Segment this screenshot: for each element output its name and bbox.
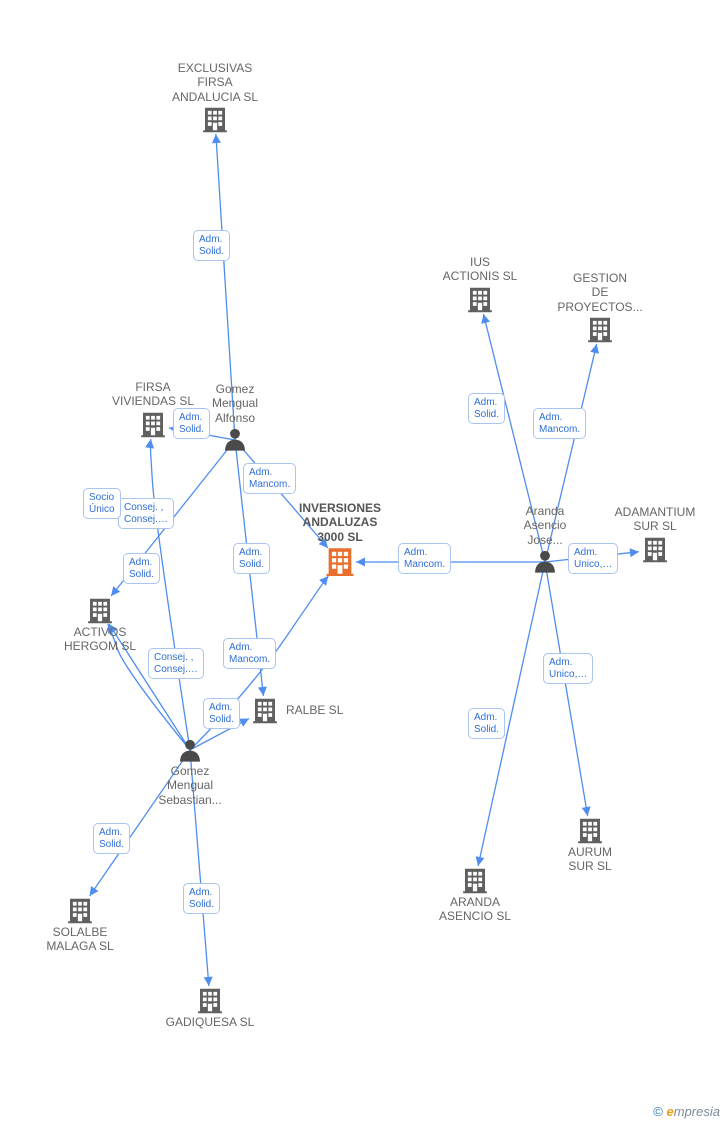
edge-label: Adm. Solid. bbox=[203, 698, 240, 729]
edge-label: Adm. Mancom. bbox=[243, 463, 296, 494]
edge-label: Adm. Solid. bbox=[123, 553, 160, 584]
edge-label: Adm. Solid. bbox=[183, 883, 220, 914]
edge-label: Adm. Solid. bbox=[93, 823, 130, 854]
network-svg bbox=[0, 0, 728, 1125]
edge-label: Adm. Solid. bbox=[233, 543, 270, 574]
edge-label: Adm. Solid. bbox=[193, 230, 230, 261]
brand-rest: mpresia bbox=[674, 1104, 720, 1119]
edge-label: Consej. , Consej.… bbox=[148, 648, 204, 679]
edge-label: Adm. Mancom. bbox=[223, 638, 276, 669]
edge-label: Adm. Unico,… bbox=[543, 653, 593, 684]
edge-label: Adm. Mancom. bbox=[398, 543, 451, 574]
credit: © empresia bbox=[653, 1104, 720, 1119]
copyright-symbol: © bbox=[653, 1104, 663, 1119]
edge-label: Consej. , Consej.… bbox=[118, 498, 174, 529]
edge-label: Adm. Mancom. bbox=[533, 408, 586, 439]
brand-initial: e bbox=[667, 1104, 674, 1119]
edge-label: Adm. Unico,… bbox=[568, 543, 618, 574]
edge-label: Socio Único bbox=[83, 488, 121, 519]
edge-label: Adm. Solid. bbox=[173, 408, 210, 439]
edge-label: Adm. Solid. bbox=[468, 708, 505, 739]
edge-label: Adm. Solid. bbox=[468, 393, 505, 424]
